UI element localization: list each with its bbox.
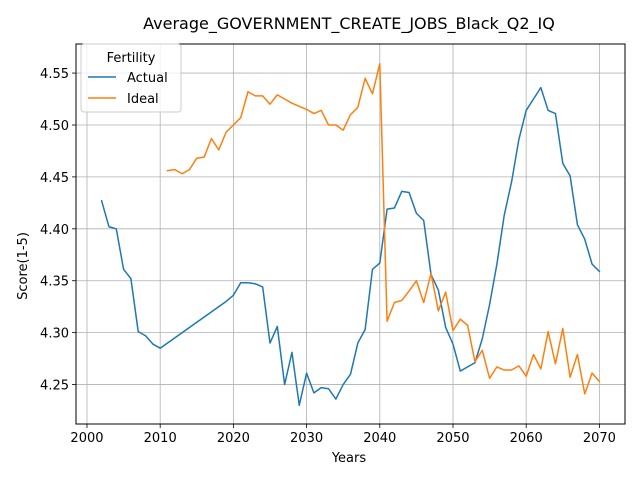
y-axis-label: Score(1-5) [16, 232, 31, 300]
chart-title: Average_GOVERNMENT_CREATE_JOBS_Black_Q2_… [143, 14, 555, 34]
x-tick-label: 2070 [583, 431, 616, 446]
x-tick-label: 2050 [436, 431, 469, 446]
x-tick-label: 2060 [510, 431, 543, 446]
plot-frame [75, 43, 626, 425]
legend: Fertility Actual Ideal [80, 43, 182, 113]
y-tick-label: 4.50 [40, 119, 69, 134]
series-layer [100, 62, 601, 407]
x-tick-label: 2000 [70, 431, 103, 446]
series-line-actual [100, 86, 601, 407]
legend-box [80, 43, 182, 113]
x-axis-ticks: 2000 2010 2020 2030 2040 2050 2060 2070 [70, 424, 616, 446]
legend-label-actual: Actual [127, 71, 168, 86]
y-tick-label: 4.35 [40, 275, 69, 290]
grid-lines [76, 44, 625, 424]
x-tick-label: 2020 [217, 431, 250, 446]
y-tick-label: 4.25 [40, 379, 69, 394]
y-tick-label: 4.45 [40, 171, 69, 186]
y-tick-label: 4.40 [40, 223, 69, 238]
series-line-ideal [166, 62, 601, 395]
x-tick-label: 2040 [363, 431, 396, 446]
legend-label-ideal: Ideal [127, 92, 159, 107]
x-axis-label: Years [331, 451, 367, 466]
x-tick-label: 2010 [144, 431, 177, 446]
y-tick-label: 4.30 [40, 327, 69, 342]
y-tick-label: 4.55 [40, 67, 69, 82]
x-tick-label: 2030 [290, 431, 323, 446]
legend-title: Fertility [107, 51, 156, 66]
y-axis-ticks: 4.25 4.30 4.35 4.40 4.45 4.50 4.55 [40, 67, 76, 394]
